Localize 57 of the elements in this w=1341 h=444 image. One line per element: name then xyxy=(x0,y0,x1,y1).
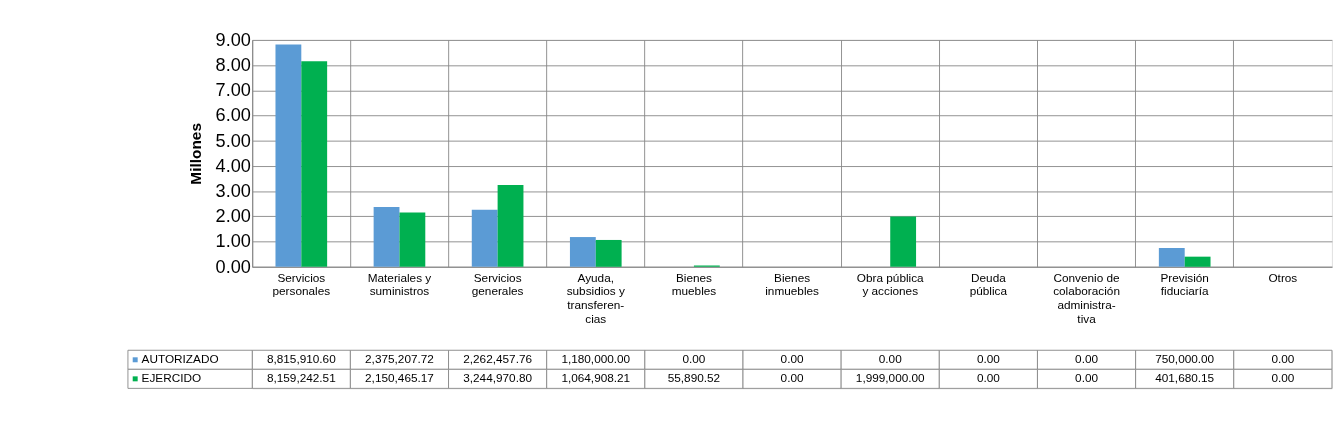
text: 1,064,908.21 xyxy=(561,371,631,385)
y-tick-label: 6.00 xyxy=(215,105,251,126)
text: 750,000.00 xyxy=(1155,352,1215,366)
text: 0.00 xyxy=(1075,371,1099,385)
x-tick-label: Otros xyxy=(1268,270,1298,284)
x-tick-label: Convenio de colaboración administra- tiva xyxy=(1053,270,1121,325)
x-tick-label: Materiales y suministros xyxy=(367,270,432,298)
bar xyxy=(399,212,426,267)
text: 3,244,970.80 xyxy=(463,371,533,385)
bar xyxy=(373,206,400,267)
text: 0.00 xyxy=(1271,371,1295,385)
text: 0.00 xyxy=(1075,352,1099,366)
bar xyxy=(1184,256,1211,267)
y-tick-label: 7.00 xyxy=(215,80,251,101)
text: 55,890.52 xyxy=(667,371,721,385)
x-tick-label: Previsión fiduciaría xyxy=(1160,270,1210,298)
x-tick-label: Servicios generales xyxy=(471,270,524,298)
text: 0.00 xyxy=(878,352,903,366)
text: 8,159,242.51 xyxy=(266,371,336,385)
legend-label: EJERCIDO xyxy=(141,371,202,385)
y-axis-title: Millones xyxy=(187,123,205,185)
bar xyxy=(569,237,596,267)
text: 2,375,207.72 xyxy=(365,352,434,366)
bar xyxy=(497,185,524,267)
x-tick-label: Bienes muebles xyxy=(671,270,717,298)
text: 8,815,910.60 xyxy=(266,352,337,366)
y-tick-label: 4.00 xyxy=(215,155,251,176)
bar xyxy=(471,209,498,267)
text: 0.00 xyxy=(780,371,804,385)
text: 0.00 xyxy=(780,352,804,366)
y-tick-label: 9.00 xyxy=(215,29,251,50)
bar xyxy=(1158,247,1185,267)
bar xyxy=(890,216,917,267)
text: 0.00 xyxy=(976,371,1001,385)
text: 2,262,457.76 xyxy=(463,352,533,366)
text: 1,180,000.00 xyxy=(561,352,631,366)
y-tick-label: 8.00 xyxy=(215,55,251,76)
x-tick-label: Obra pública y acciones xyxy=(856,270,925,298)
x-tick-label: Ayuda, subsidios y transferen- cias xyxy=(566,270,626,325)
y-tick-label: 2.00 xyxy=(215,206,251,227)
bar xyxy=(595,239,622,267)
y-tick-label: 0.00 xyxy=(215,256,251,277)
text: 2,150,465.17 xyxy=(365,371,434,385)
y-tick-label: 1.00 xyxy=(215,231,251,252)
x-tick-label: Deuda pública xyxy=(969,270,1008,298)
bar xyxy=(301,61,328,267)
x-tick-label: Servicios personales xyxy=(272,270,331,298)
text: 0.00 xyxy=(976,352,1001,366)
text: 401,680.15 xyxy=(1155,371,1215,385)
text: 0.00 xyxy=(682,352,706,366)
y-tick-label: 5.00 xyxy=(215,130,251,151)
bar xyxy=(275,44,302,267)
x-tick-label: Bienes inmuebles xyxy=(765,270,820,298)
legend-label: AUTORIZADO xyxy=(141,352,219,366)
text: 1,999,000.00 xyxy=(855,371,926,385)
text: 0.00 xyxy=(1271,352,1295,366)
y-tick-label: 3.00 xyxy=(215,181,251,202)
